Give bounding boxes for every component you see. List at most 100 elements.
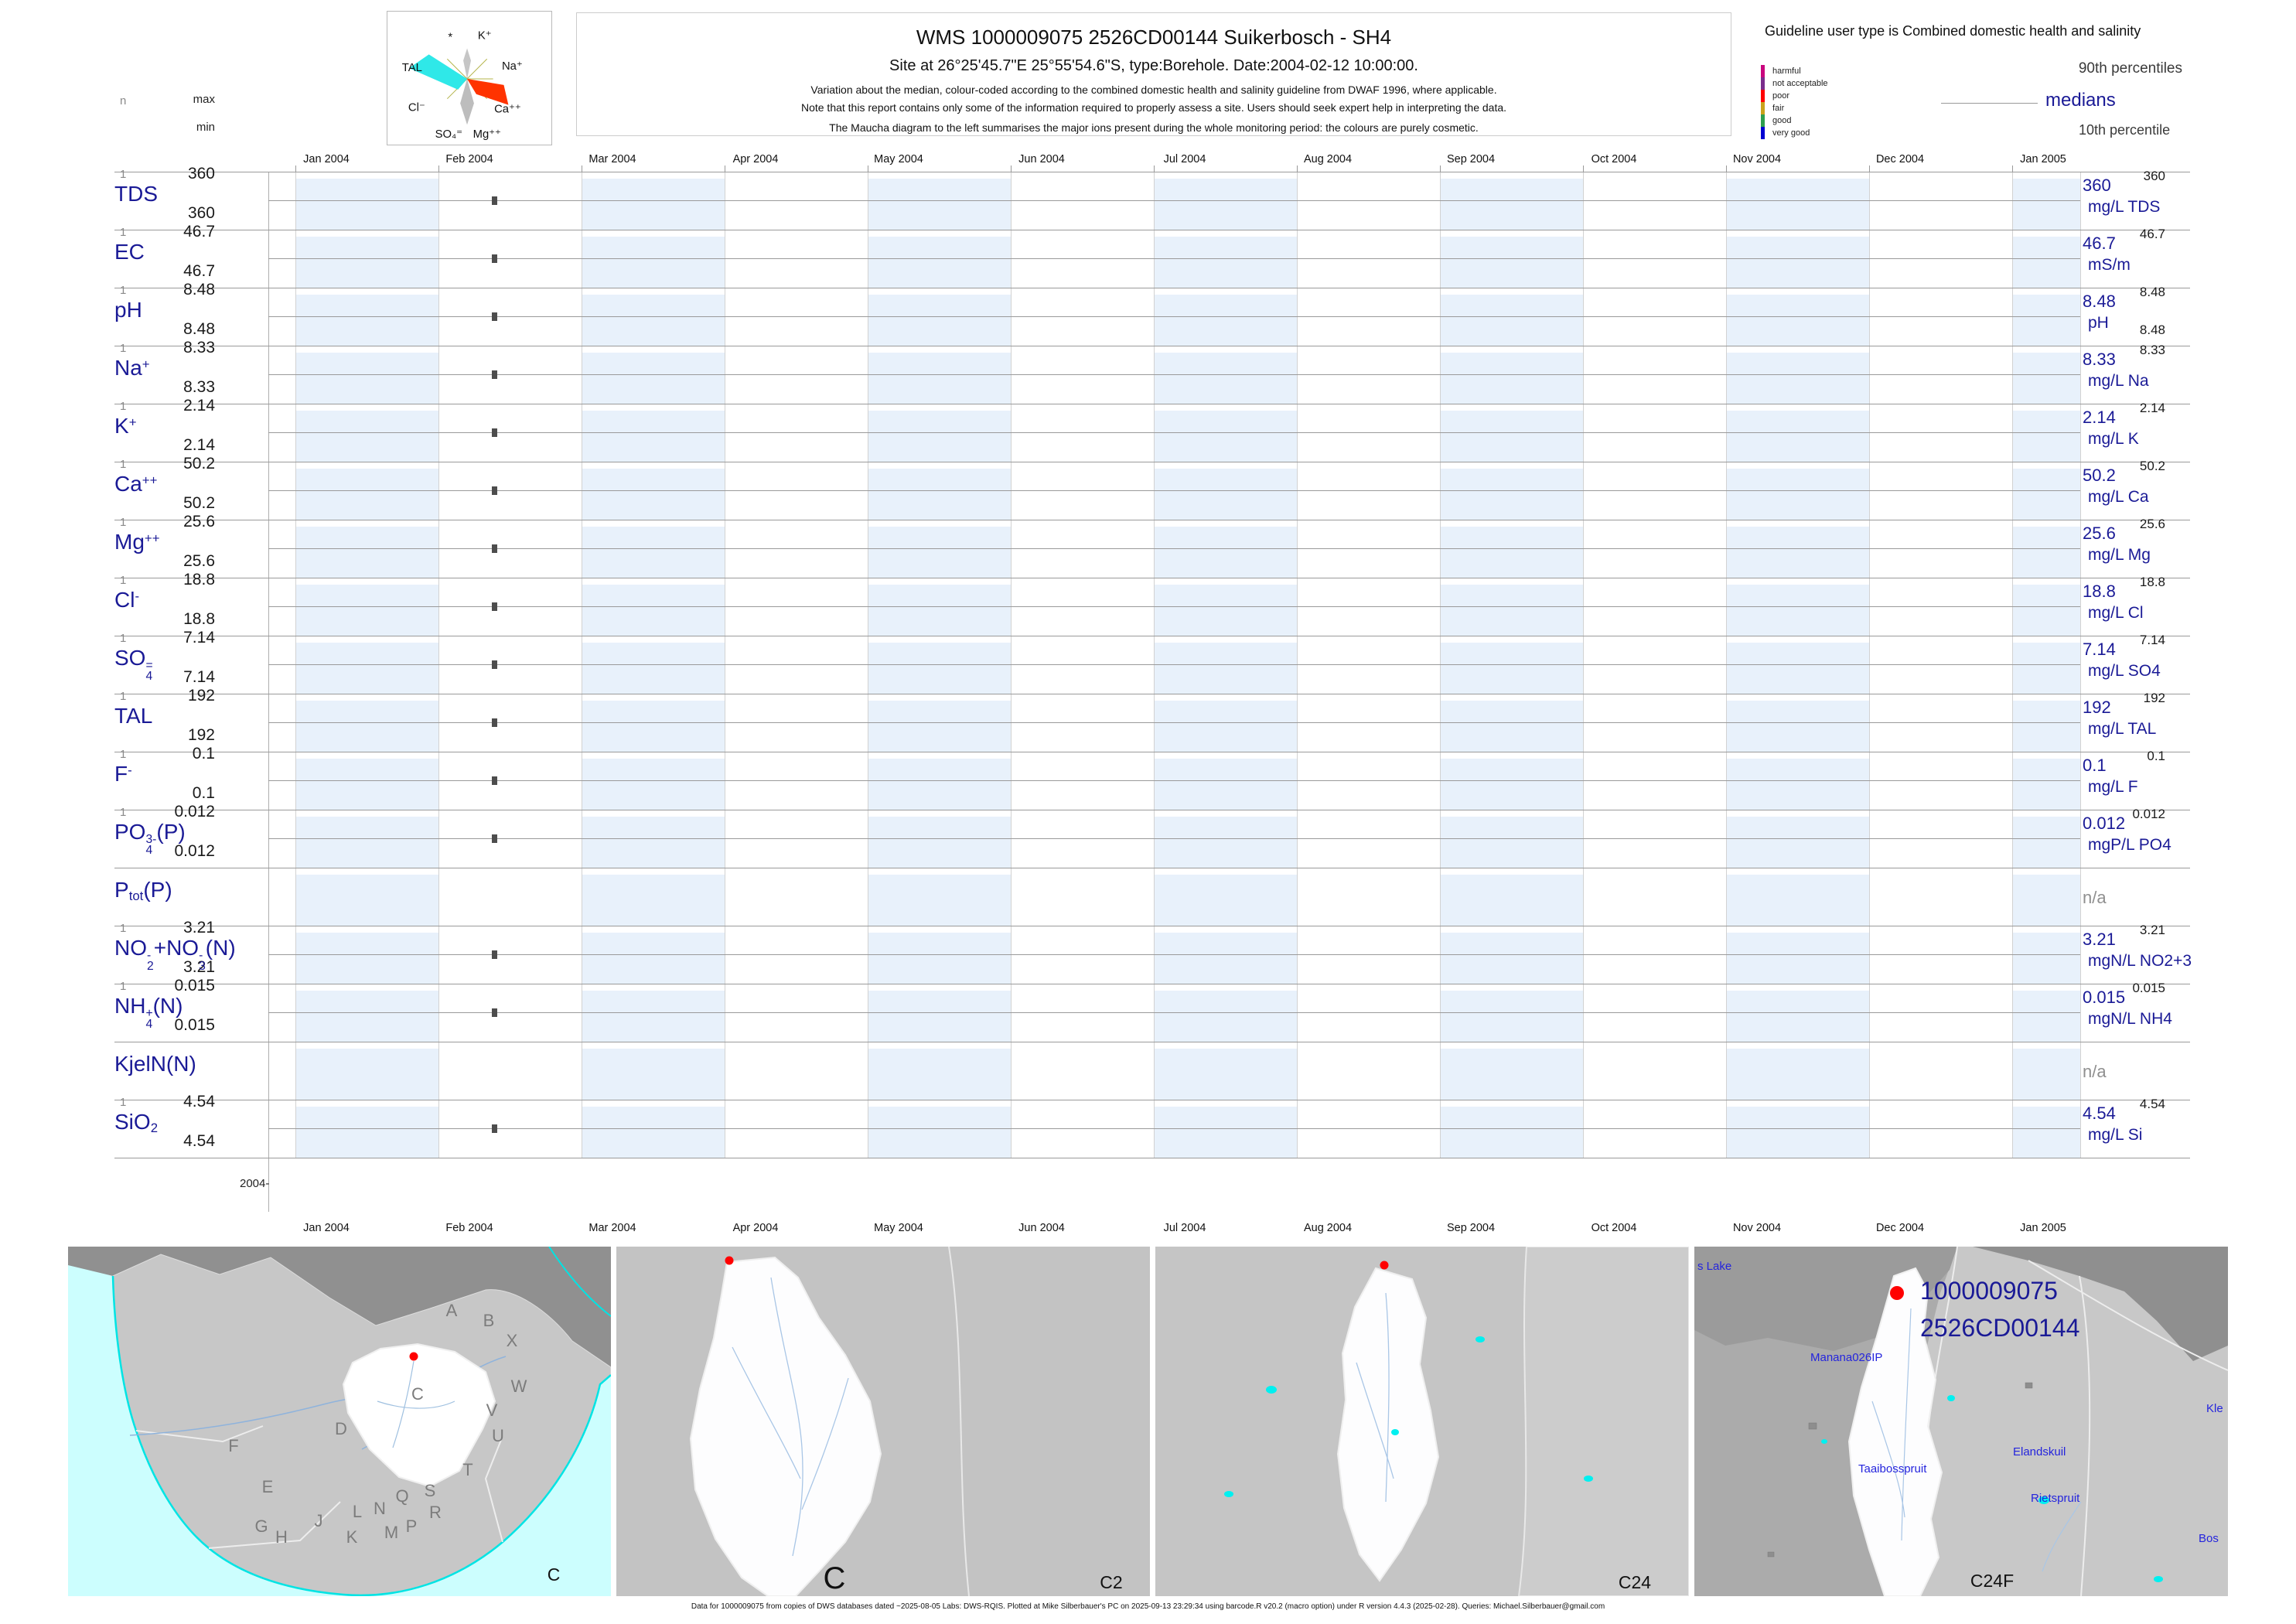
- parameter-label: Ptot(P): [114, 878, 172, 904]
- neighbour-countries: [68, 1247, 611, 1367]
- month-band: [582, 991, 725, 1042]
- month-band: [1726, 991, 1869, 1042]
- median-line: [268, 1128, 2080, 1129]
- month-band: [1726, 759, 1869, 810]
- month-band: [295, 1107, 438, 1158]
- maucha-k-wedge: [463, 48, 471, 79]
- place-label-taaibosspruit: Taaibosspruit: [1858, 1462, 1927, 1476]
- stat-min: 8.33: [183, 378, 215, 396]
- region-letter-X: X: [507, 1331, 518, 1350]
- sample-point: [492, 428, 497, 437]
- stats-header-min: min: [196, 121, 215, 134]
- site-marker: [1890, 1286, 1904, 1300]
- month-label-bottom: Nov 2004: [1732, 1222, 1782, 1234]
- median-line: [268, 490, 2080, 491]
- maucha-label-k: K⁺: [478, 30, 492, 43]
- value-unit: pH: [2088, 314, 2109, 332]
- month-label-top: Aug 2004: [1303, 153, 1353, 165]
- class-label-harmful: harmful: [1772, 67, 1801, 76]
- month-band: [1440, 817, 1583, 868]
- stat-min: 25.6: [183, 552, 215, 570]
- median-line: [268, 316, 2080, 317]
- sample-point: [492, 486, 497, 495]
- month-band: [1726, 875, 1869, 926]
- month-band: [2012, 527, 2080, 578]
- month-band: [295, 527, 438, 578]
- rivers: [1871, 1308, 2082, 1572]
- month-band: [1726, 527, 1869, 578]
- month-label-bottom: Oct 2004: [1591, 1222, 1637, 1234]
- month-band: [295, 237, 438, 288]
- footer-provenance: Data for 1000009075 from copies of DWS d…: [691, 1602, 1605, 1611]
- month-band: [1440, 527, 1583, 578]
- plot-right-border: [2080, 172, 2081, 1158]
- month-band: [1440, 933, 1583, 984]
- month-band: [582, 469, 725, 520]
- month-label-top: Nov 2004: [1732, 153, 1782, 165]
- region-letter-U: U: [492, 1426, 504, 1445]
- month-band: [1440, 469, 1583, 520]
- value-unit: mg/L Cl: [2088, 604, 2144, 622]
- stat-max: 8.33: [183, 339, 215, 357]
- median-line: [268, 664, 2080, 665]
- month-label-top: Jun 2004: [1018, 153, 1065, 165]
- parameter-label: Cl-: [114, 588, 140, 612]
- month-band: [2012, 179, 2080, 230]
- maucha-label-so4: SO₄⁼: [435, 128, 462, 141]
- stat-min: 0.012: [174, 842, 215, 860]
- region-letter-G: G: [254, 1517, 268, 1536]
- month-band: [1726, 701, 1869, 752]
- class-color-poor: [1761, 90, 1765, 102]
- month-band: [1440, 585, 1583, 636]
- value-median: 360: [2083, 176, 2111, 195]
- region-letter-R: R: [429, 1503, 442, 1522]
- place-label-rietspruit: Rietspruit: [2031, 1492, 2080, 1505]
- station-labels: 1000009075 2526CD00144: [1920, 1277, 2079, 1342]
- month-band: [2012, 933, 2080, 984]
- stat-n: 1: [120, 284, 127, 297]
- median-legend-line: [1941, 103, 2038, 104]
- month-band: [295, 353, 438, 404]
- town-footprints: [1767, 1382, 2033, 1557]
- month-label-top: Mar 2004: [588, 153, 636, 165]
- panel-label-c: C: [548, 1564, 561, 1585]
- map-quaternary-catchment: 1000009075 2526CD00144 s Lake Manana026I…: [1694, 1247, 2228, 1596]
- stat-max: 8.48: [183, 281, 215, 299]
- month-band: [1440, 1049, 1583, 1100]
- sample-point: [492, 254, 497, 263]
- adjacent-region: [1517, 1247, 1689, 1596]
- month-band: [1726, 411, 1869, 462]
- place-label-elandskuil: Elandskuil: [2013, 1445, 2066, 1459]
- value-median: 25.6: [2083, 524, 2116, 543]
- class-color-fair: [1761, 102, 1765, 114]
- class-label-poor: poor: [1772, 91, 1790, 101]
- month-band: [2012, 1049, 2080, 1100]
- month-tick: [1440, 165, 1441, 172]
- maucha-so4-wedge: [460, 78, 474, 125]
- month-label-bottom: Jun 2004: [1018, 1222, 1065, 1234]
- value-p90: 46.7: [2139, 227, 2165, 241]
- place-labels: s Lake Manana026IP Taaibosspruit Elandsk…: [1697, 1260, 2223, 1545]
- region-letter-D: D: [335, 1419, 347, 1438]
- month-band: [295, 817, 438, 868]
- month-band: [2012, 759, 2080, 810]
- stat-min: 7.14: [183, 668, 215, 686]
- month-band: [868, 1049, 1011, 1100]
- title-box: WMS 1000009075 2526CD00144 Suikerbosch -…: [576, 12, 1731, 136]
- month-band: [868, 295, 1011, 346]
- month-band: [1154, 411, 1297, 462]
- month-band: [295, 411, 438, 462]
- value-p90: 18.8: [2139, 575, 2165, 589]
- parameter-label: F-: [114, 762, 132, 786]
- month-band: [582, 527, 725, 578]
- sample-point: [492, 370, 497, 379]
- region-letter-M: M: [384, 1523, 398, 1542]
- month-band: [2012, 701, 2080, 752]
- value-na: n/a: [2083, 888, 2107, 907]
- note-maucha: The Maucha diagram to the left summarise…: [829, 121, 1479, 134]
- month-band: [868, 1107, 1011, 1158]
- sample-point: [492, 660, 497, 669]
- month-band: [1440, 179, 1583, 230]
- stats-header-max: max: [193, 93, 215, 106]
